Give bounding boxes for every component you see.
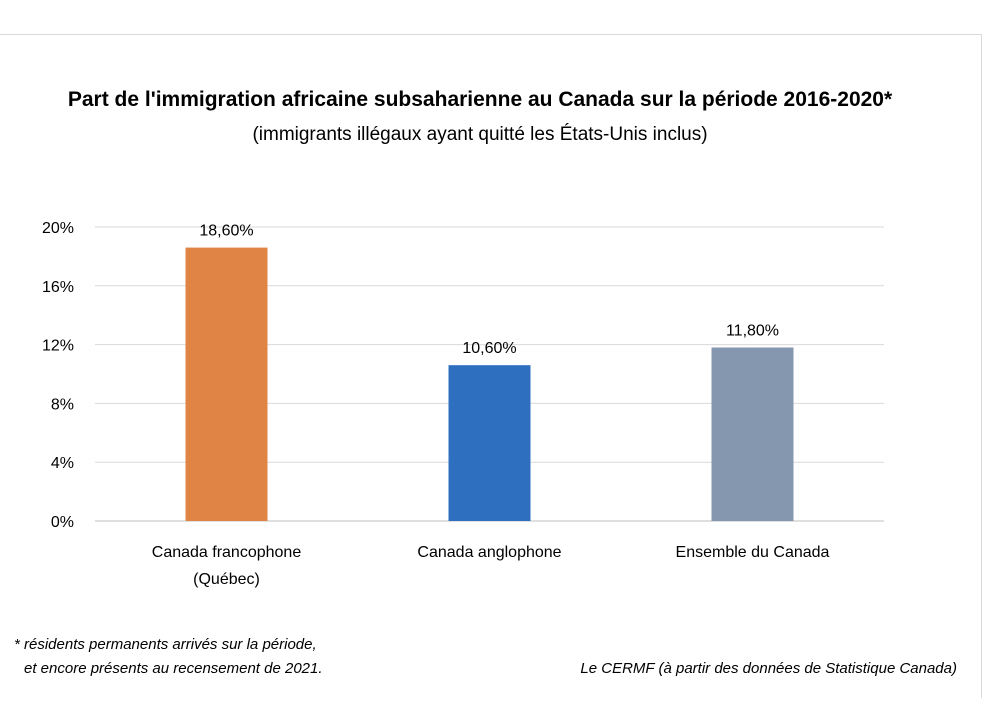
data-label: 18,60% [199, 223, 253, 240]
bar [711, 347, 794, 521]
x-category-label: Canada francophone [152, 544, 302, 561]
bar [448, 365, 531, 521]
x-category-label: Canada anglophone [417, 544, 561, 561]
data-label: 11,80% [726, 323, 779, 340]
chart-subtitle: (immigrants illégaux ayant quitté les Ét… [252, 124, 708, 145]
chart-frame [0, 34, 982, 698]
footnote-line-2: et encore présents au recensement de 202… [24, 660, 323, 677]
bar [185, 247, 268, 521]
y-tick-label: 4% [51, 455, 74, 472]
x-category-label: Ensemble du Canada [676, 544, 830, 561]
y-tick-label: 12% [42, 338, 74, 355]
y-tick-label: 0% [51, 514, 74, 531]
x-category-label: (Québec) [193, 571, 260, 588]
y-tick-label: 16% [42, 279, 74, 296]
chart-title: Part de l'immigration africaine subsahar… [67, 88, 893, 111]
source-credit: Le CERMF (à partir des données de Statis… [580, 660, 957, 677]
bars [185, 247, 794, 521]
y-tick-label: 20% [42, 220, 74, 237]
data-label: 10,60% [462, 340, 516, 357]
y-tick-label: 8% [51, 396, 74, 413]
labels: 0% 4% 8% 12% 16% 20% 18,60% Canada francophone (… [42, 220, 830, 588]
footnote-line-1: * résidents permanents arrivés sur la pé… [14, 636, 317, 653]
